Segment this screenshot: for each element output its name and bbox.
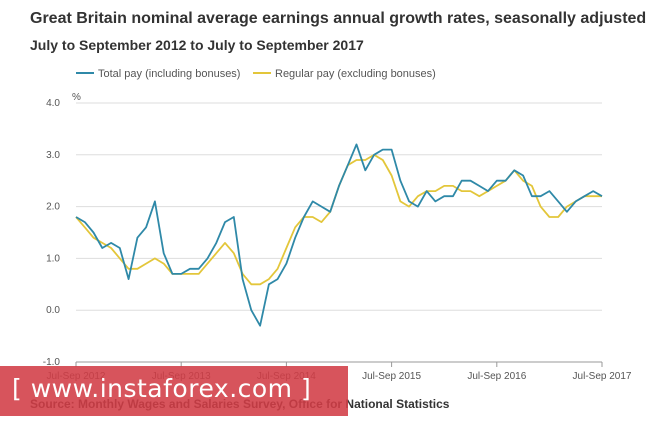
chart-subtitle: July to September 2012 to July to Septem… bbox=[30, 37, 364, 53]
x-tick-label: Jul-Sep 2016 bbox=[467, 371, 526, 382]
series-lines bbox=[75, 143, 603, 327]
y-tick-label: 2.0 bbox=[46, 202, 60, 213]
series-line-regular-pay bbox=[75, 153, 602, 286]
legend-label-total: Total pay (including bonuses) bbox=[98, 68, 240, 80]
y-tick-label: -1.0 bbox=[43, 357, 61, 368]
y-axis-unit: % bbox=[72, 92, 81, 103]
y-tick-label: 1.0 bbox=[46, 253, 60, 264]
x-tick-label: Jul-Sep 2017 bbox=[573, 371, 632, 382]
series-line-total-pay bbox=[75, 143, 603, 327]
x-tick-label: Jul-Sep 2015 bbox=[362, 371, 421, 382]
y-tick-label: 3.0 bbox=[46, 150, 60, 161]
chart-title: Great Britain nominal average earnings a… bbox=[30, 10, 647, 27]
gridlines bbox=[76, 102, 602, 363]
watermark-text: [ www.instaforex.com ] bbox=[12, 374, 312, 403]
y-tick-label: 4.0 bbox=[46, 98, 60, 109]
legend-label-regular: Regular pay (excluding bonuses) bbox=[275, 68, 436, 80]
legend: Total pay (including bonuses) Regular pa… bbox=[76, 68, 436, 80]
y-tick-label: 0.0 bbox=[46, 305, 60, 316]
watermark: [ www.instaforex.com ] bbox=[0, 366, 348, 416]
y-axis: 4.0 3.0 2.0 1.0 0.0 -1.0 bbox=[43, 98, 61, 368]
